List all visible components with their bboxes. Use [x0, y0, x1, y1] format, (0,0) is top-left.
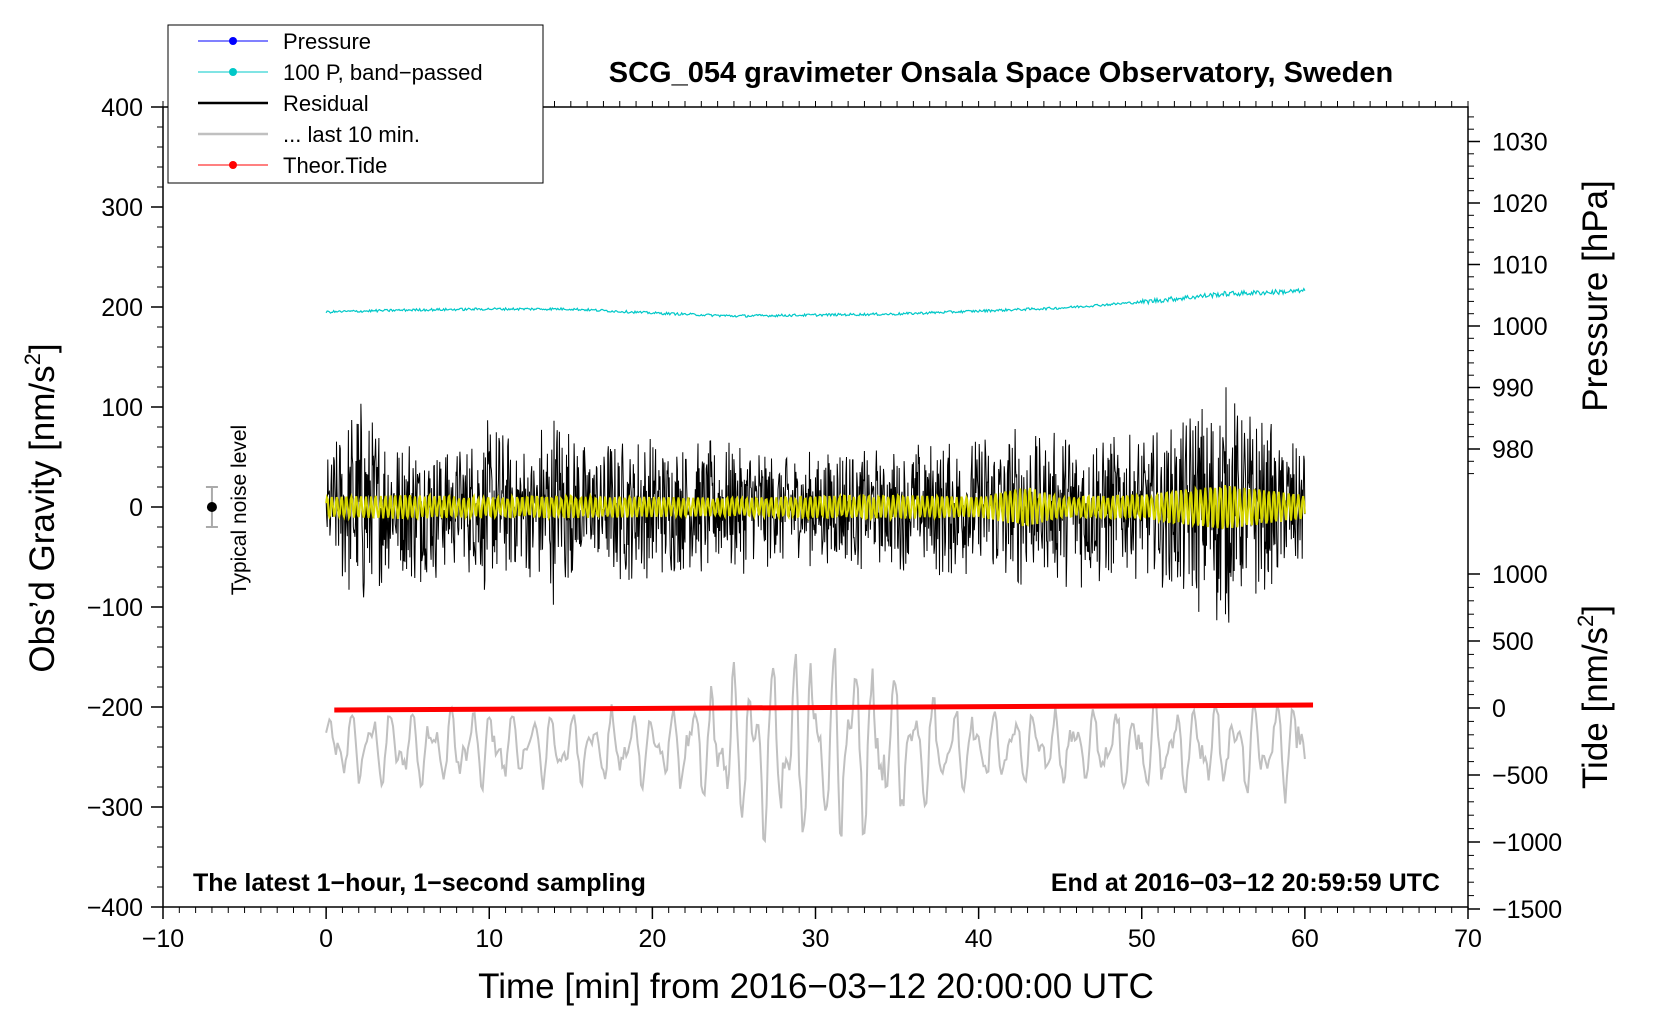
x-tick-label: 10	[475, 925, 503, 953]
series-theoretical-tide	[334, 702, 1314, 713]
series-last-10-min	[325, 648, 1306, 844]
legend-label: Theor.Tide	[283, 153, 387, 178]
y-tick-label: 0	[129, 494, 143, 522]
tide-tick-label: −500	[1492, 762, 1548, 790]
x-axis-label: Time [min] from 2016−03−12 20:00:00 UTC	[478, 967, 1154, 1006]
y-tick-label: 400	[101, 94, 143, 122]
tide-tick-label: 0	[1492, 695, 1506, 723]
pressure-tick-label: 1030	[1492, 129, 1548, 157]
chart-title: SCG_054 gravimeter Onsala Space Observat…	[609, 57, 1393, 89]
tide-axis-label-sup: 2	[1573, 615, 1598, 627]
series-layer	[325, 287, 1314, 844]
legend-marker	[229, 68, 237, 76]
tick-marks	[151, 101, 1480, 919]
annotation-left: The latest 1−hour, 1−second sampling	[193, 869, 646, 897]
y-axis-label: Obs’d Gravity [nm/s2]	[20, 343, 62, 672]
legend-label: Pressure	[283, 29, 371, 54]
y-axis-label-sup: 2	[20, 353, 45, 365]
pressure-tick-label: 990	[1492, 375, 1534, 403]
pressure-tick-label: 1020	[1492, 190, 1548, 218]
series-residual	[325, 387, 1306, 623]
y-tick-label: −200	[87, 694, 143, 722]
noise-bar-dot	[206, 502, 217, 512]
pressure-axis-label: Pressure [hPa]	[1576, 180, 1615, 412]
noise-label: Typical noise level	[228, 425, 251, 595]
legend-label: ... last 10 min.	[283, 122, 420, 147]
tide-tick-label: 500	[1492, 628, 1534, 656]
tide-tick-label: −1000	[1492, 829, 1562, 857]
x-tick-label: 20	[638, 925, 666, 953]
pressure-tick-labels: 1030 1020 1010 1000 990 980	[1492, 129, 1548, 465]
x-tick-label: 0	[319, 925, 333, 953]
x-tick-label: 60	[1291, 925, 1319, 953]
pressure-tick-label: 980	[1492, 436, 1534, 464]
x-tick-label: −10	[142, 925, 184, 953]
series-residual-filtered	[325, 485, 1306, 530]
legend: Pressure 100 P, band−passed Residual ... la…	[167, 24, 544, 184]
x-tick-label: 30	[802, 925, 830, 953]
noise-bar	[205, 486, 218, 528]
legend-marker	[229, 37, 237, 45]
series-pressure-bandpassed	[325, 287, 1306, 318]
y-axis-label-main: Obs’d Gravity [nm/s	[23, 365, 62, 672]
tide-axis-label-main: Tide [nm/s	[1576, 627, 1615, 789]
tide-axis-label-close: ]	[1576, 605, 1615, 615]
y-tick-label: 200	[101, 294, 143, 322]
legend-label: 100 P, band−passed	[283, 60, 483, 85]
tide-axis-label: Tide [nm/s2]	[1573, 605, 1615, 789]
y-tick-label: −100	[87, 594, 143, 622]
y-tick-label: −300	[87, 794, 143, 822]
x-tick-label: 50	[1128, 925, 1156, 953]
y-axis-label-close: ]	[23, 343, 62, 353]
x-tick-label: 40	[965, 925, 993, 953]
y-tick-label: 100	[101, 394, 143, 422]
y-tick-labels: 400 300 200 100 0 −100 −200 −300 −400	[87, 94, 143, 922]
legend-label: Residual	[283, 91, 369, 116]
tide-tick-labels: 1000 500 0 −500 −1000 −1500	[1492, 561, 1562, 924]
pressure-tick-label: 1000	[1492, 313, 1548, 341]
tide-tick-label: −1500	[1492, 896, 1562, 924]
annotation-right: End at 2016−03−12 20:59:59 UTC	[1051, 869, 1440, 897]
pressure-tick-label: 1010	[1492, 252, 1548, 280]
legend-marker	[229, 161, 237, 169]
x-tick-label: 70	[1454, 925, 1482, 953]
y-tick-label: 300	[101, 194, 143, 222]
y-tick-label: −400	[87, 894, 143, 922]
x-tick-labels: −10 0 10 20 30 40 50 60 70	[142, 925, 1482, 953]
tide-tick-label: 1000	[1492, 561, 1548, 589]
